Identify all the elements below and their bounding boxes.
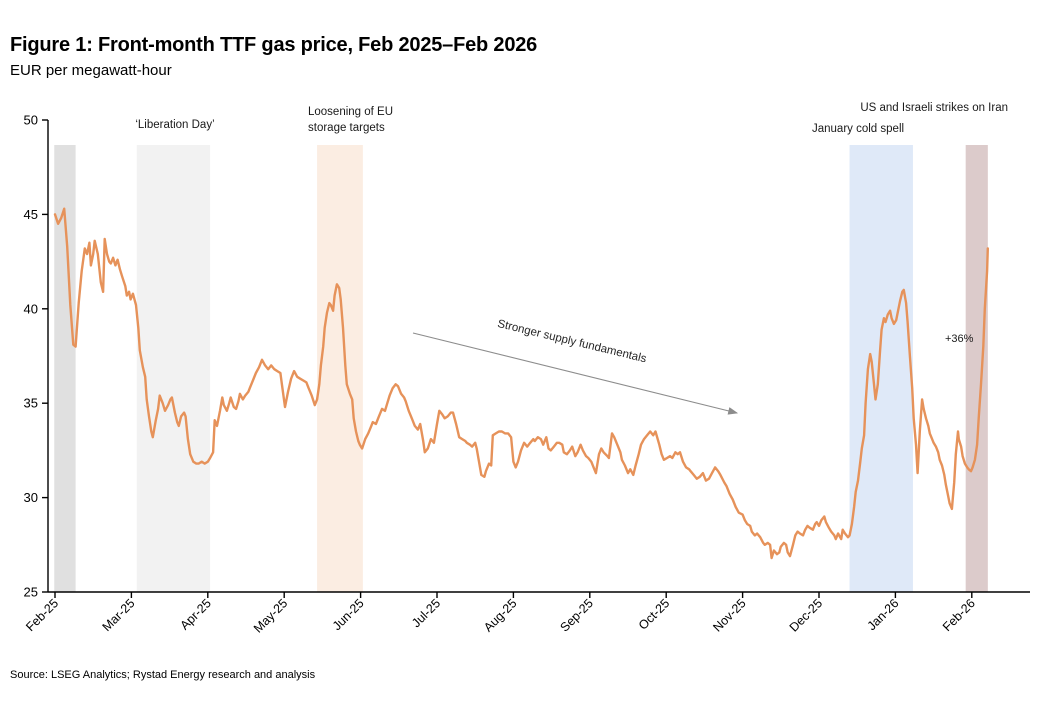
x-tick-label: Feb-25 [23, 596, 61, 634]
figure-title: Figure 1: Front-month TTF gas price, Feb… [10, 34, 538, 56]
annotation-eu-storage-line2: storage targets [308, 121, 385, 134]
annotation-eu-storage-targets: Loosening of EU storage targets [308, 105, 393, 136]
source-note: Source: LSEG Analytics; Rystad Energy re… [10, 669, 316, 681]
x-tick-label: Jun-25 [330, 596, 367, 633]
liberation-day-band [136, 145, 211, 592]
y-tick-label: 45 [24, 207, 38, 222]
annotation-liberation-day: ‘Liberation Day’ [135, 119, 215, 131]
x-tick-label: Feb-26 [940, 596, 978, 634]
annotation-pct-change: +36% [945, 333, 974, 345]
y-tick-label: 30 [24, 490, 38, 505]
trend-arrow [412, 332, 739, 415]
y-tick-label: 35 [24, 396, 38, 411]
x-tick-label: Oct-25 [636, 596, 672, 632]
x-tick-label: May-25 [251, 596, 290, 635]
y-tick-label: 50 [24, 113, 38, 128]
iran-strikes-band [965, 145, 988, 592]
x-tick-label: Aug-25 [481, 596, 519, 634]
annotation-january-cold-spell: January cold spell [812, 123, 905, 135]
x-tick-label: Dec-25 [787, 596, 825, 634]
y-tick-label: 40 [24, 301, 38, 316]
figure-subtitle: EUR per megawatt-hour [10, 62, 172, 79]
price-line [53, 207, 989, 560]
annotation-eu-storage-line1: Loosening of EU [308, 106, 394, 118]
early-feb-band [54, 145, 76, 592]
x-tick-label: Apr-25 [177, 596, 213, 632]
x-tick-label: Nov-25 [710, 596, 748, 634]
x-tick-label: Jul-25 [409, 596, 443, 630]
annotation-us-israel-strikes: US and Israeli strikes on Iran [860, 102, 1008, 114]
x-tick-label: Sep-25 [558, 596, 596, 634]
eu-storage-band [317, 145, 363, 592]
january-cold-band [849, 145, 913, 592]
x-tick-label: Mar-25 [100, 596, 138, 634]
y-tick-label: 25 [24, 585, 38, 600]
x-tick-label: Jan-26 [865, 596, 902, 633]
